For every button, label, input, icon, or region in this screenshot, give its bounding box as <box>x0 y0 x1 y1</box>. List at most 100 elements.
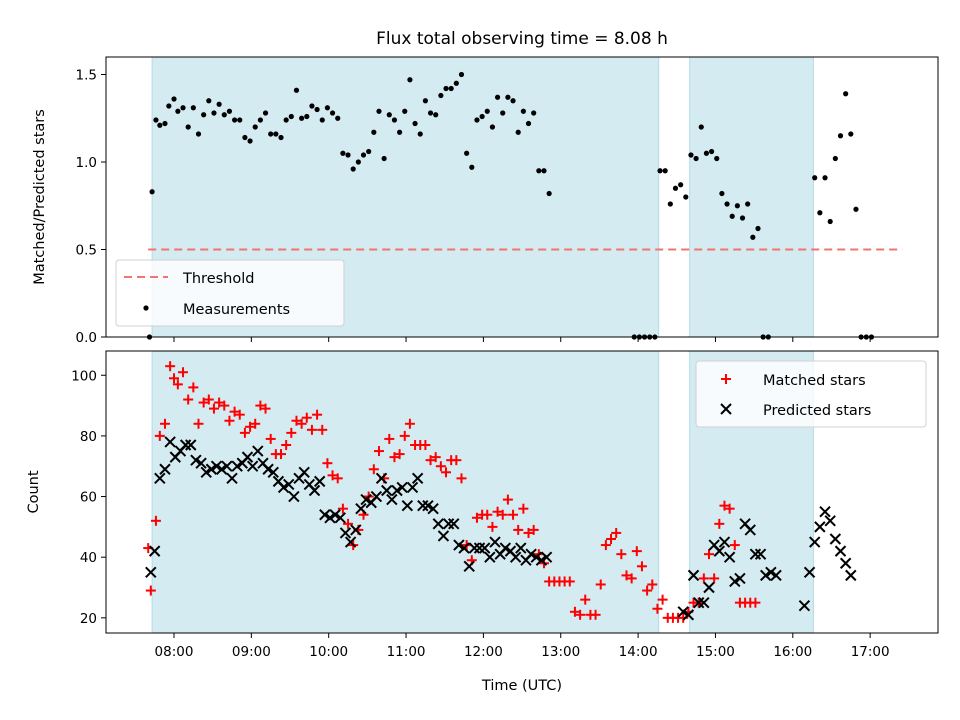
measurement-point <box>324 105 331 111</box>
ratio-y-tick-label: 1.5 <box>76 68 97 84</box>
predicted-star-point <box>226 472 238 485</box>
measurement-point <box>252 124 258 130</box>
x-tick-label: 15:00 <box>696 644 735 660</box>
predicted-star-point <box>437 530 450 542</box>
ratio-shaded-interval <box>689 56 814 338</box>
matched-star-point <box>451 455 462 466</box>
measurement-point <box>309 103 315 109</box>
measurement-point <box>494 94 501 100</box>
predicted-star-point <box>179 439 192 451</box>
measurement-point <box>180 105 186 111</box>
count-legend: Matched stars Predicted stars <box>695 360 927 428</box>
x-tick-label: 10:00 <box>309 644 348 660</box>
matched-star-point <box>260 403 271 414</box>
predicted-star-point <box>829 533 842 545</box>
predicted-star-point <box>535 554 548 566</box>
measurement-point <box>237 117 243 123</box>
measurement-point <box>201 112 207 118</box>
measurement-point <box>443 85 449 92</box>
measurement-point <box>832 155 838 162</box>
measurement-point <box>386 112 392 118</box>
measurement-point <box>734 203 740 209</box>
predicted-star-point <box>463 560 475 572</box>
matched-star-point <box>198 397 209 408</box>
measurement-point <box>293 87 300 93</box>
measurement-point <box>484 108 490 114</box>
measurement-point <box>381 155 387 162</box>
matched-star-point <box>518 503 529 514</box>
matched-star-point <box>145 585 156 596</box>
matched-star-point <box>301 412 312 423</box>
matched-star-point <box>492 506 503 517</box>
measurement-point <box>397 129 403 135</box>
predicted-star-point <box>241 451 254 463</box>
matched-star-point <box>729 540 740 551</box>
matched-star-point <box>606 534 617 544</box>
measurement-point <box>678 182 684 188</box>
x-tick-label: 17:00 <box>851 644 890 660</box>
measurement-point <box>350 166 356 172</box>
matched-star-point <box>611 527 622 538</box>
matched-star-point <box>208 403 219 414</box>
predicted-star-point <box>692 596 705 609</box>
matched-star-point <box>286 427 297 438</box>
measurement-point <box>667 201 673 207</box>
measurement-point <box>185 124 191 130</box>
x-tick-label: 12:00 <box>464 644 503 660</box>
predicted-star-point <box>499 542 512 554</box>
measurement-point <box>479 113 485 120</box>
matched-star-point <box>487 521 498 532</box>
matched-star-point <box>255 400 266 411</box>
measurement-point <box>402 108 408 114</box>
matched-star-point <box>214 397 225 408</box>
measurement-point <box>657 168 663 174</box>
predicted-star-point <box>422 499 434 512</box>
matched-star-point <box>456 473 467 484</box>
measurement-point <box>525 120 532 127</box>
measurement-point <box>433 112 439 118</box>
predicted-star-point <box>718 536 731 548</box>
matched-star-point <box>322 458 333 469</box>
measurement-point <box>206 98 212 104</box>
matched-star-point <box>327 470 338 481</box>
measurement-point <box>166 103 172 109</box>
count-panel-frame <box>105 350 939 634</box>
predicted-star-point <box>339 527 352 539</box>
x-tick-label: 13:00 <box>541 644 580 660</box>
predicted-star-point <box>453 539 465 551</box>
predicted-star-point <box>319 509 331 521</box>
matched-star-point <box>642 585 653 596</box>
measurement-point <box>822 175 828 181</box>
predicted-star-point <box>484 551 496 563</box>
legend-predicted-label: Predicted stars <box>763 403 871 419</box>
predicted-star-point <box>734 572 746 585</box>
predicted-star-point <box>210 460 223 472</box>
measurement-point <box>464 150 470 156</box>
measurement-point <box>226 108 233 114</box>
matched-star-point <box>368 464 379 475</box>
count-y-axis-label: Count <box>26 470 42 513</box>
matched-star-point <box>626 573 637 584</box>
measurement-point <box>531 110 537 116</box>
predicted-star-point <box>489 536 501 548</box>
measurement-point <box>469 164 475 170</box>
predicted-star-point <box>159 463 171 475</box>
matched-star-point <box>502 494 513 505</box>
predicted-star-point <box>723 551 736 563</box>
predicted-star-point <box>190 454 202 466</box>
matched-star-point <box>616 549 627 560</box>
measurement-point <box>515 129 521 135</box>
matched-star-point <box>317 424 328 435</box>
measurement-point <box>360 152 367 158</box>
legend-plus-marker <box>721 374 731 384</box>
measurement-point <box>314 106 320 113</box>
matched-star-point <box>430 452 441 463</box>
legend-measurements-label: Measurements <box>183 302 290 318</box>
predicted-star-point <box>845 569 857 582</box>
measurement-point <box>520 108 526 114</box>
matched-star-point <box>714 518 725 529</box>
predicted-star-point <box>148 545 161 557</box>
matched-star-point <box>569 606 580 617</box>
predicted-star-point <box>442 518 455 530</box>
predicted-star-point <box>262 463 274 475</box>
